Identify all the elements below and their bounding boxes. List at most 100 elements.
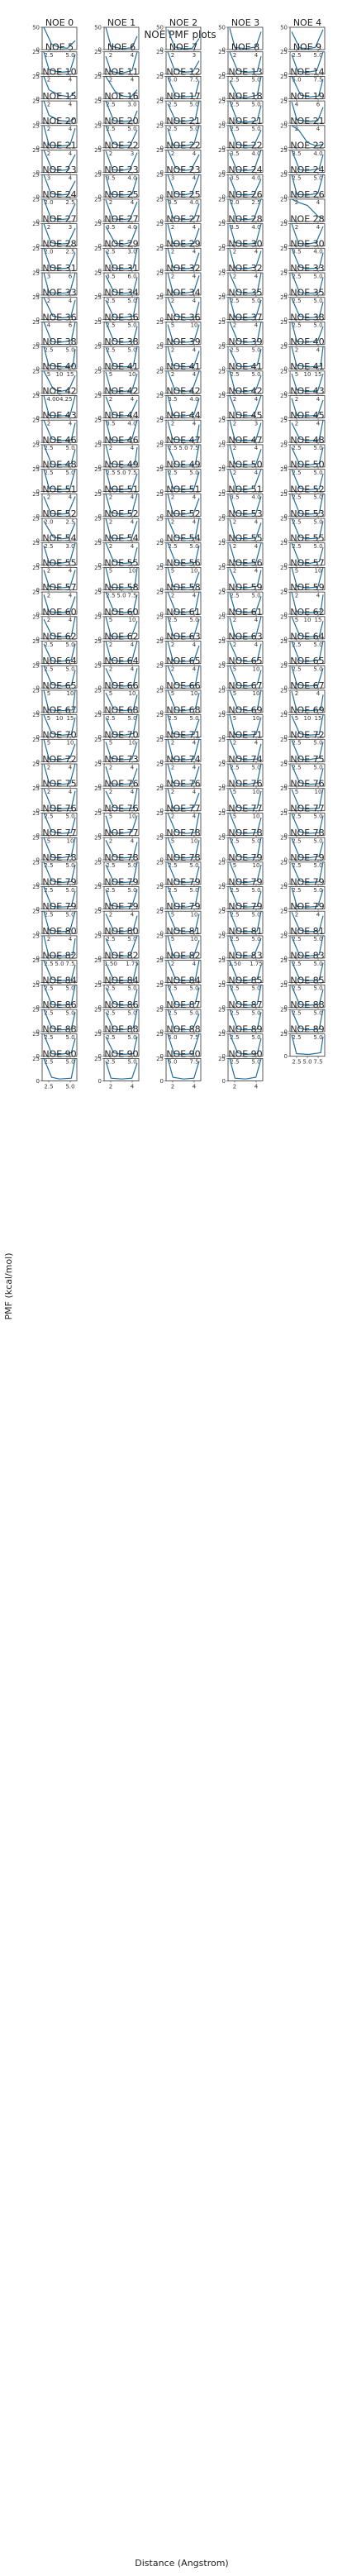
panel-title: NOE 77 — [42, 828, 76, 838]
panel-frame — [227, 395, 264, 418]
x-tick-label: 4 — [193, 518, 197, 525]
y-tick-label: 25 — [218, 613, 226, 620]
x-tick-label: 2.5 — [251, 199, 260, 206]
panel-frame — [289, 469, 326, 492]
y-tick-label: 25 — [94, 74, 102, 80]
y-tick-label: 25 — [156, 368, 164, 374]
y-tick-label: 25 — [280, 589, 288, 596]
y-tick-label: 25 — [218, 540, 226, 546]
panel-frame — [165, 641, 202, 664]
x-tick-label: 3.5 — [230, 494, 239, 501]
pmf-line — [291, 346, 324, 368]
x-tick-label: 4 — [131, 518, 135, 525]
panel-frame — [41, 518, 78, 541]
panel-title: NOE 81 — [290, 926, 324, 937]
x-tick-label: 2 — [295, 592, 298, 599]
pmf-line — [167, 421, 200, 441]
panel-frame — [165, 616, 202, 640]
y-tick-label: 0 — [98, 489, 102, 495]
x-tick-label: 5.0 — [313, 740, 322, 747]
y-tick-label: 0 — [98, 1029, 102, 1036]
panel-frame — [289, 174, 326, 198]
y-tick-label: 0 — [222, 562, 226, 569]
panel-frame — [103, 1033, 140, 1057]
panel-title: NOE 37 — [228, 312, 262, 322]
y-tick-label: 0 — [284, 832, 288, 839]
x-tick-label: 5.0 — [127, 1009, 136, 1016]
panel-title: NOE 52 — [166, 508, 200, 519]
panel-frame — [165, 837, 202, 861]
x-tick-label: 7.5 — [189, 1059, 198, 1066]
panel-title: NOE 27 — [166, 214, 200, 225]
x-tick-label: 5.0 — [313, 1034, 322, 1041]
x-tick-label: 2 — [233, 642, 236, 648]
x-tick-label: 5 — [47, 371, 50, 378]
y-tick-label: 25 — [280, 638, 288, 645]
y-tick-label: 0 — [222, 464, 226, 470]
pmf-line — [43, 272, 76, 294]
panel-frame — [289, 247, 326, 271]
x-tick-label: 5.0 — [189, 126, 198, 132]
y-tick-label: 0 — [160, 145, 164, 151]
panel-title: NOE 82 — [104, 951, 138, 961]
pmf-line — [43, 739, 76, 761]
pmf-line — [291, 837, 324, 859]
y-tick-label: 25 — [218, 565, 226, 571]
y-tick-label: 25 — [94, 368, 102, 374]
pmf-line — [167, 1009, 200, 1031]
x-tick-label: 2 — [233, 421, 236, 427]
y-tick-label: 25 — [32, 122, 40, 129]
pmf-line — [105, 396, 138, 417]
panel-frame — [227, 26, 264, 50]
y-tick-label: 25 — [32, 540, 40, 546]
pmf-line — [229, 249, 262, 270]
panel-title: NOE 57 — [290, 557, 324, 568]
pmf-line — [105, 815, 138, 834]
x-tick-label: 5.0 — [65, 52, 74, 59]
panel-title: NOE 90 — [42, 1048, 76, 1059]
x-tick-label: 10 — [129, 813, 136, 820]
panel-title: NOE 44 — [166, 410, 200, 421]
y-tick-label: 25 — [280, 835, 288, 842]
panel-frame — [41, 1033, 78, 1057]
pmf-line — [291, 935, 324, 957]
y-tick-label: 25 — [94, 1007, 102, 1014]
panel-frame — [289, 714, 326, 737]
panel-title: NOE 65 — [42, 680, 76, 691]
pmf-line — [229, 985, 262, 1006]
panel-frame — [103, 493, 140, 517]
x-tick-label: 5 — [171, 690, 174, 697]
x-tick-label: 4 — [254, 617, 259, 623]
x-tick-label: 4 — [69, 175, 73, 182]
x-tick-label: 4 — [47, 322, 51, 329]
y-tick-label: 0 — [36, 857, 40, 864]
panel-title: NOE 74 — [228, 754, 262, 765]
x-tick-label: 5.0 — [65, 470, 74, 476]
panel-frame — [103, 518, 140, 541]
y-tick-label: 0 — [284, 47, 288, 54]
y-tick-label: 0 — [36, 268, 40, 274]
panel-title: NOE 64 — [290, 632, 324, 642]
x-tick-label: 2 — [171, 740, 174, 747]
x-tick-label: 15 — [315, 617, 322, 623]
panel-title: NOE 72 — [290, 729, 324, 740]
y-tick-label: 25 — [280, 319, 288, 326]
panel-title: NOE 62 — [290, 607, 324, 618]
panel-title: NOE 44 — [104, 410, 138, 421]
pmf-line — [105, 788, 138, 810]
x-tick-label: 4 — [193, 642, 197, 648]
x-tick-label: 2 — [171, 494, 174, 501]
panel-frame — [227, 788, 264, 812]
x-tick-label: 3.0 — [127, 249, 136, 255]
pmf-line — [167, 248, 200, 270]
y-tick-label: 0 — [284, 1029, 288, 1036]
x-tick-label: 2 — [47, 617, 50, 623]
y-tick-label: 25 — [156, 540, 164, 546]
y-tick-label: 25 — [94, 565, 102, 571]
